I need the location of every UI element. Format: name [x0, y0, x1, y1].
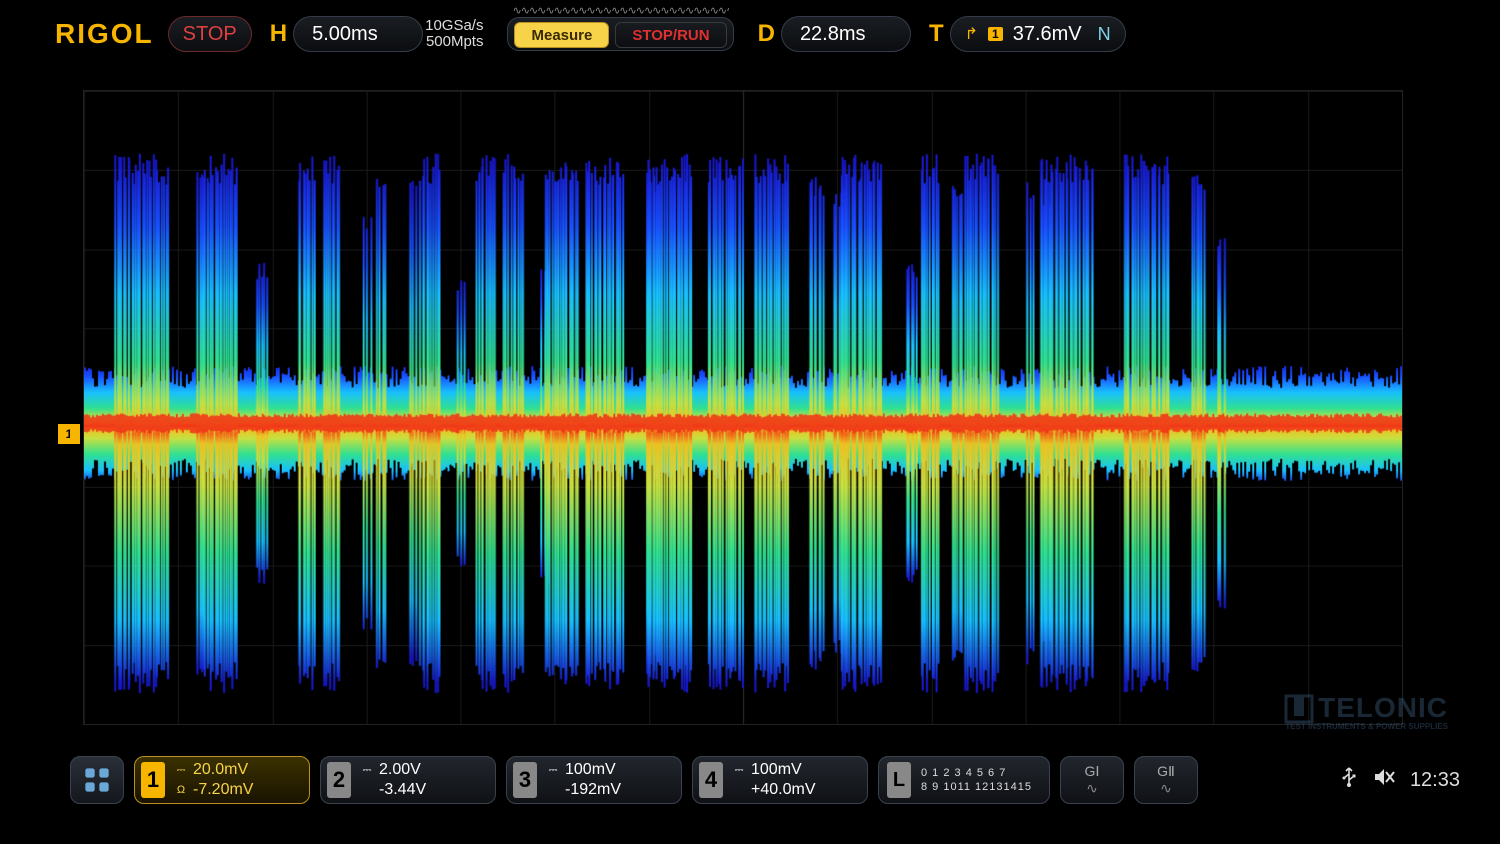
trigger-mode: N	[1098, 24, 1111, 45]
channel-2-card[interactable]: 2 ⎓2.00V -3.44V	[320, 756, 496, 804]
channel-scale: 100mV	[751, 760, 802, 780]
generator-2-card[interactable]: GⅡ ∿	[1134, 756, 1198, 804]
run-state-pill[interactable]: STOP	[168, 16, 252, 52]
delay-value[interactable]: 22.8ms	[781, 16, 911, 52]
channel-1-card[interactable]: 1 ⎓20.0mVΩ-7.20mV	[134, 756, 310, 804]
trigger-channel-badge: 1	[988, 27, 1003, 41]
waveform-canvas	[84, 91, 1402, 724]
sine-icon: ∿	[1086, 780, 1098, 797]
softkey-tabs: Measure STOP/RUN	[507, 17, 733, 51]
channel-3-card[interactable]: 3 ⎓100mV -192mV	[506, 756, 682, 804]
tab-measure[interactable]: Measure	[514, 22, 609, 48]
channel-1-ground-marker[interactable]: 1	[58, 424, 80, 444]
impedance-icon: Ω	[173, 780, 189, 800]
timebase-value[interactable]: 5.00ms	[293, 16, 423, 52]
mem-depth: 500Mpts	[425, 34, 483, 50]
horizontal-group: H 5.00ms 10GSa/s 500Mpts	[260, 16, 494, 52]
watermark-icon	[1284, 694, 1314, 724]
sample-rate: 10GSa/s	[425, 18, 483, 34]
channel-number: 4	[699, 762, 723, 798]
tab-stop-run[interactable]: STOP/RUN	[615, 22, 726, 48]
rising-edge-icon: ↱	[965, 24, 978, 44]
trigger-block[interactable]: ↱ 1 37.6mV N	[950, 16, 1126, 52]
logic-label: L	[887, 762, 911, 798]
watermark: TELONIC TEST INSTRUMENTS & POWER SUPPLIE…	[1284, 692, 1448, 724]
waveform-display[interactable]	[83, 90, 1403, 725]
channel-scale: 20.0mV	[193, 760, 248, 780]
status-right: 12:33	[1340, 766, 1460, 794]
channel-number: 2	[327, 762, 351, 798]
sample-info: 10GSa/s 500Mpts	[419, 16, 493, 52]
channel-scale: 100mV	[565, 760, 616, 780]
channel-number: 3	[513, 762, 537, 798]
channel-offset: -7.20mV	[193, 780, 253, 800]
grid-icon	[83, 766, 111, 794]
trigger-prefix: T	[929, 20, 944, 48]
coupling-icon: ⎓	[731, 760, 747, 780]
brand-logo: RIGOL	[55, 18, 154, 50]
layout-grid-button[interactable]	[70, 756, 124, 804]
channel-offset: -192mV	[565, 780, 621, 800]
channel-scale: 2.00V	[379, 760, 421, 780]
usb-icon	[1340, 766, 1358, 794]
bottom-bar: 1⎓20.0mVΩ-7.20mV2⎓2.00V -3.44V3⎓100mV -1…	[0, 752, 1500, 808]
coupling-icon: ⎓	[359, 760, 375, 780]
top-bar: RIGOL STOP H 5.00ms 10GSa/s 500Mpts Meas…	[0, 0, 1500, 58]
delay-group: D 22.8ms	[748, 16, 911, 52]
trigger-level: 37.6mV	[1013, 23, 1082, 46]
horizontal-prefix: H	[270, 20, 287, 48]
trigger-group: T ↱ 1 37.6mV N	[919, 16, 1126, 52]
logic-analyzer-card[interactable]: L 0 1 2 3 4 5 6 7 8 9 1011 12131415	[878, 756, 1050, 804]
coupling-icon: ⎓	[173, 760, 189, 780]
channel-offset: -3.44V	[379, 780, 426, 800]
channel-offset: +40.0mV	[751, 780, 815, 800]
delay-prefix: D	[758, 20, 775, 48]
logic-bits: 0 1 2 3 4 5 6 7 8 9 1011 12131415	[921, 766, 1032, 794]
channel-4-card[interactable]: 4 ⎓100mV +40.0mV	[692, 756, 868, 804]
coupling-icon: ⎓	[545, 760, 561, 780]
generator-1-card[interactable]: GⅠ ∿	[1060, 756, 1124, 804]
mute-icon[interactable]	[1372, 766, 1396, 794]
clock: 12:33	[1410, 769, 1460, 792]
channel-number: 1	[141, 762, 165, 798]
sine-icon: ∿	[1160, 780, 1172, 797]
